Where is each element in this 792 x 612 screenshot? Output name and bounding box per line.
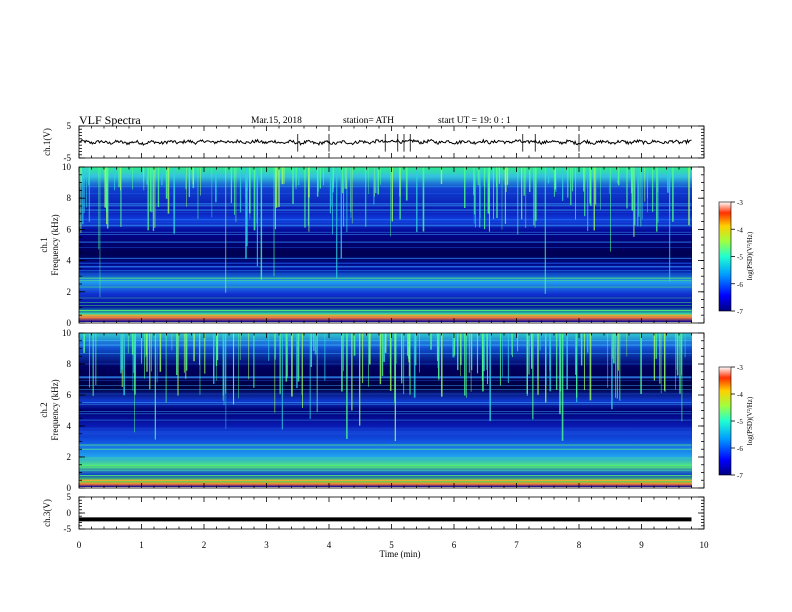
ch1-colorbar: -3 -4 -5 -6 -7 log(PSD)(V²/Hz): [718, 199, 754, 316]
ch2-spectrogram-panel: 10 8 6 4 2 0 ch.2 Frequency (kHz): [39, 328, 705, 493]
ch2-colorbar: -3 -4 -5 -6 -7 log(PSD)(V²/Hz): [718, 364, 754, 480]
x-tick-label: 10: [700, 540, 710, 550]
colorbar-tick-label: -7: [737, 472, 743, 480]
y-tick-label: 2: [67, 452, 72, 462]
ch1-waveform-panel: 5 -5 ch.1(V): [42, 121, 705, 163]
colorbar-tick-label: -6: [737, 281, 743, 289]
date-label: Mar.15, 2018: [251, 116, 302, 126]
y-tick-label: 5: [67, 121, 72, 131]
x-tick-label: 6: [452, 540, 457, 550]
colorbar-tick-label: -3: [737, 364, 743, 372]
ch1-colorbar-ticks: -3 -4 -5 -6 -7: [731, 199, 743, 316]
y-tick-label: 10: [62, 328, 72, 338]
y-tick-label: 10: [62, 162, 72, 172]
colorbar-tick-label: -4: [737, 391, 743, 399]
ch1-spectrogram-label: ch.1: [39, 237, 49, 252]
figure-title: VLF Spectra: [79, 113, 141, 127]
ch3-ylabel: ch.3(V): [42, 499, 52, 527]
ch2-frequency-axis-label: Frequency (kHz): [50, 379, 60, 440]
x-tick-label: 2: [202, 540, 207, 550]
y-tick-label: 0: [67, 483, 72, 493]
y-tick-label: 4: [67, 256, 72, 266]
station-label: station= ATH: [343, 116, 394, 126]
ch1-frequency-axis-label: Frequency (kHz): [50, 214, 60, 275]
colorbar-tick-label: -5: [737, 418, 743, 426]
ch1-ylabel: ch.1(V): [42, 128, 52, 156]
y-tick-label: 5: [67, 492, 72, 502]
x-tick-label: 9: [639, 540, 644, 550]
x-tick-label: 3: [264, 540, 269, 550]
ch3-waveform-panel: 5 0 -5 ch.3(V): [42, 492, 705, 534]
ch3-y-ticks: 5 0 -5: [64, 492, 705, 534]
ch1-spectrogram-image: [79, 167, 692, 322]
x-tick-label: 7: [514, 540, 519, 550]
ch1-colorbar-label: log(PSD)(V²/Hz): [746, 231, 754, 280]
time-axis-label: Time (min): [380, 549, 421, 559]
x-tick-label: 0: [77, 540, 82, 550]
y-tick-label: 4: [67, 421, 72, 431]
y-tick-label: 2: [67, 287, 72, 297]
ch2-spectrogram-label: ch.2: [39, 402, 49, 417]
start-time-label: start UT = 19: 0 : 1: [438, 116, 511, 126]
ch1-frequency-ticks: 10 8 6 4 2 0: [62, 162, 705, 328]
ch1-spectrogram-panel: 10 8 6 4 2 0 ch.1 Frequency (kHz): [39, 162, 705, 328]
ch2-frequency-ticks: 10 8 6 4 2 0: [62, 328, 705, 493]
colorbar-tick-label: -6: [737, 445, 743, 453]
x-tick-label: 5: [389, 540, 394, 550]
ch1-colorbar-gradient: [718, 201, 732, 312]
colorbar-tick-label: -7: [737, 308, 743, 316]
colorbar-tick-label: -4: [737, 226, 743, 234]
ch2-spectrogram-image: [79, 333, 692, 487]
y-tick-label: 0: [67, 318, 72, 328]
ch2-colorbar-gradient: [718, 366, 732, 476]
y-tick-label: 8: [67, 193, 72, 203]
y-tick-label: -5: [64, 153, 72, 163]
x-tick-label: 1: [139, 540, 144, 550]
y-tick-label: 0: [67, 508, 72, 518]
ch1-y-ticks: 5 -5: [64, 121, 705, 163]
y-tick-label: 8: [67, 359, 72, 369]
y-tick-label: -5: [64, 524, 72, 534]
time-axis: 0 1 2 3 4 5 6 7 8 9 10: [77, 540, 709, 550]
ch2-spectrogram-streaks: [79, 333, 692, 481]
colorbar-tick-label: -3: [737, 199, 743, 207]
ch2-colorbar-ticks: -3 -4 -5 -6 -7: [731, 364, 743, 480]
x-tick-label: 8: [577, 540, 582, 550]
ch2-colorbar-label: log(PSD)(V²/Hz): [746, 396, 754, 445]
y-tick-label: 6: [67, 224, 72, 234]
colorbar-tick-label: -5: [737, 254, 743, 262]
y-tick-label: 6: [67, 390, 72, 400]
x-tick-label: 4: [327, 540, 332, 550]
ch1-spectrogram-streaks: [79, 167, 692, 316]
